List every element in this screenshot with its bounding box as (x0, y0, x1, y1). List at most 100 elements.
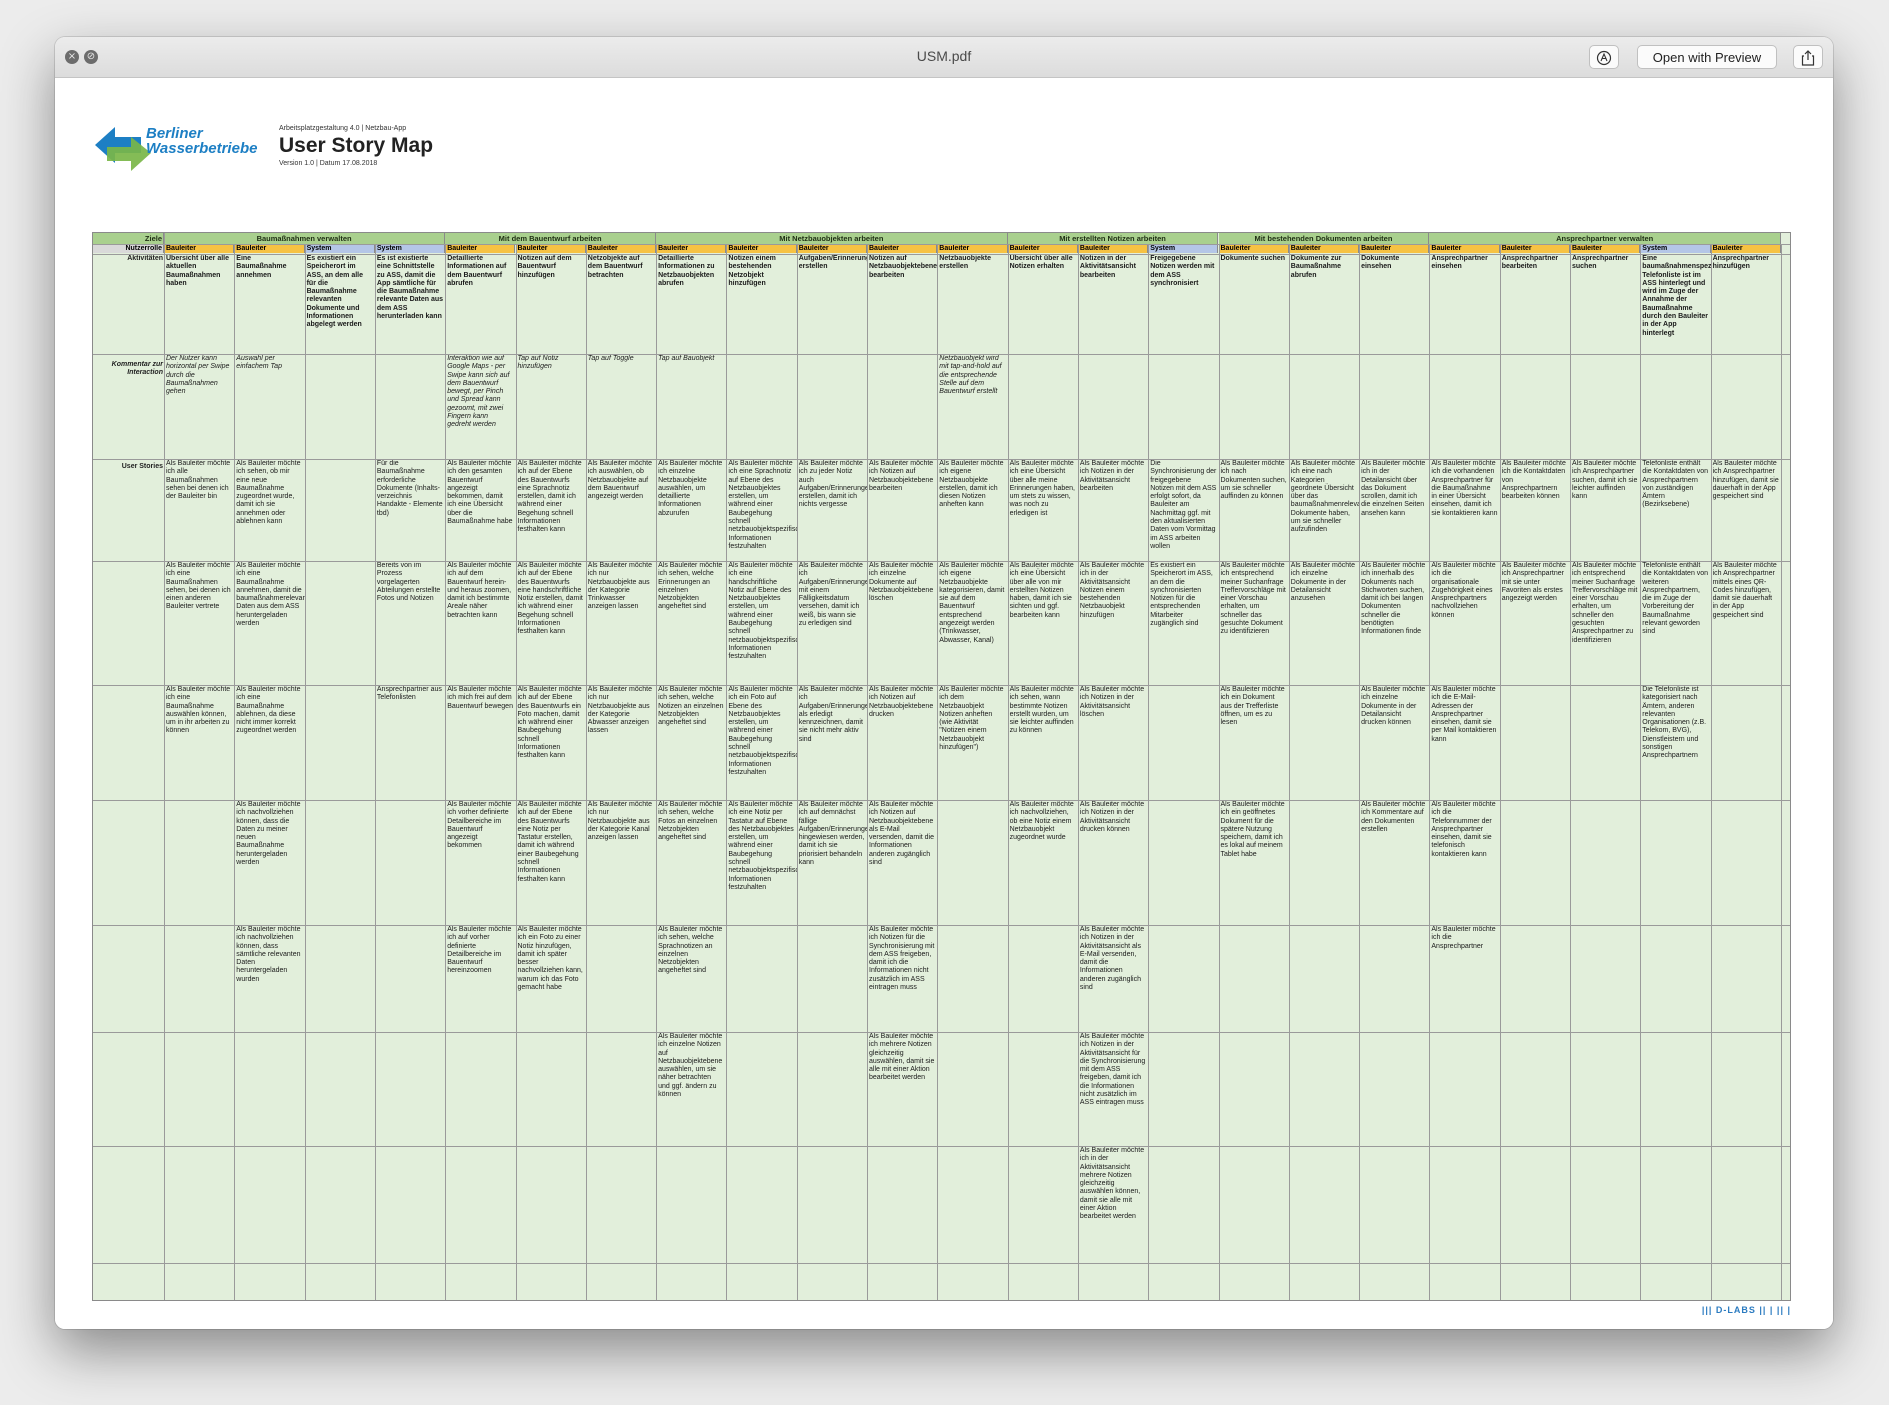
brand-line-2: Wasserbetriebe (146, 140, 258, 157)
dlabs-footer: ||| D-LABS || | || | (1701, 1305, 1791, 1315)
user-story-cell (305, 459, 375, 561)
user-story-cell (305, 1032, 375, 1146)
user-story-cell (1148, 925, 1218, 1032)
user-story-cell (1500, 1032, 1570, 1146)
user-story-cell: Als Bauleiter möchte ich Notizen auf Net… (869, 686, 934, 718)
user-story-cell: Als Bauleiter möchte ich Ansprechpartner… (1572, 460, 1638, 501)
user-story-cell: Als Bauleiter möchte ich eine Übersicht … (1009, 562, 1074, 619)
role-cell: Bauleiter (867, 244, 938, 253)
user-story-cell (305, 925, 375, 1032)
user-story-cell (1500, 685, 1570, 800)
user-story-cell: Als Bauleiter möchte ich Aufgaben/Erinne… (798, 686, 867, 743)
user-story-cell (1640, 925, 1710, 1032)
user-story-cell (1711, 925, 1781, 1032)
user-story-cell: Als Bauleiter möchte ich mehrere Notizen… (869, 1033, 935, 1082)
goal-header: Ansprechpartner verwalten (1429, 233, 1781, 244)
user-story-cell: Als Bauleiter möchte ich eine Baumaßnahm… (236, 686, 301, 735)
user-story-cell: Als Bauleiter möchte ich Notizen in der … (1079, 1033, 1146, 1107)
user-story-cell (726, 925, 796, 1032)
user-story-cell: Die Synchronisierung der freigegebene No… (1150, 460, 1217, 550)
role-cell: Bauleiter (515, 244, 586, 253)
user-story-cell: Als Bauleiter möchte ich einzelne Notize… (658, 1033, 723, 1099)
role-cell: Bauleiter (1429, 244, 1500, 253)
user-story-cell: Als Bauleiter möchte ich Notizen für die… (869, 926, 935, 992)
user-story-cell (1711, 1263, 1781, 1300)
interaction-comment-cell (1008, 354, 1078, 459)
activity-cell: Ansprechpartner einsehen (1431, 255, 1488, 271)
markup-button[interactable] (1589, 45, 1619, 69)
brand-name: Berliner Wasserbetriebe (146, 126, 257, 156)
user-story-cell: Als Bauleiter möchte ich eine handschrif… (728, 562, 796, 661)
user-story-cell: Bereits von im Prozess vorgelagerten Abt… (376, 562, 441, 603)
role-cell: Bauleiter (234, 244, 305, 253)
user-story-cell (1148, 800, 1218, 925)
user-story-cell (937, 800, 1007, 925)
user-story-cell: Als Bauleiter möchte ich eine Baumaßnahm… (236, 562, 305, 628)
grid-line (1007, 244, 1009, 1300)
user-story-cell: Als Bauleiter möchte ich den gesamten Ba… (447, 460, 513, 526)
user-story-cell (375, 1263, 445, 1300)
user-story-cell (164, 1263, 234, 1300)
grid-line (93, 459, 1790, 460)
interaction-comment-cell: Tap auf Notiz hinzufügen (517, 355, 559, 371)
user-story-cell (1219, 1146, 1289, 1263)
user-story-cell: Als Bauleiter möchte ich sehen, welche S… (658, 926, 723, 975)
activity-cell: Detaillierte Informationen auf dem Bauen… (447, 255, 507, 287)
grid-line (937, 244, 939, 1300)
activity-cell: Dokumente einsehen (1361, 255, 1400, 271)
grid-line (93, 1032, 1790, 1033)
user-story-cell (1148, 1263, 1218, 1300)
share-icon (1801, 50, 1815, 66)
grid-line (93, 244, 1790, 245)
grid-line (93, 1146, 1790, 1147)
user-story-cell (1289, 1146, 1359, 1263)
user-story-cell: Ansprechpartner aus Telefonlisten (376, 686, 442, 702)
share-button[interactable] (1793, 45, 1823, 69)
user-story-cell: Als Bauleiter möchte ich sehen, welche F… (658, 801, 723, 842)
grid-line (1077, 244, 1079, 1300)
user-story-cell (164, 925, 234, 1032)
user-story-cell (1500, 800, 1570, 925)
user-story-cell (1570, 685, 1640, 800)
user-story-cell (1219, 1032, 1289, 1146)
user-story-cell (305, 685, 375, 800)
user-story-cell (445, 1263, 515, 1300)
user-story-cell: Als Bauleiter möchte ich nur Netzbauobje… (587, 801, 652, 842)
minimize-icon[interactable]: ⊘ (84, 50, 98, 64)
interaction-comment-cell (1640, 354, 1710, 459)
user-story-cell (305, 800, 375, 925)
grid-line (1710, 244, 1712, 1300)
user-story-cell: Als Bauleiter möchte ich Ansprechpartner… (1712, 460, 1779, 501)
user-story-cell (445, 1146, 515, 1263)
interaction-comment-cell (305, 354, 375, 459)
berliner-wasserbetriebe-logo (95, 127, 151, 171)
user-story-cell (797, 1263, 867, 1300)
user-story-cell: Als Bauleiter möchte ich nachvollziehen … (236, 926, 301, 983)
user-story-cell: Telefonliste enthält die Kontaktdaten vo… (1642, 460, 1709, 509)
open-with-preview-button[interactable]: Open with Preview (1637, 45, 1777, 69)
user-story-cell (1570, 925, 1640, 1032)
user-story-cell (1500, 1146, 1570, 1263)
interaction-comment-cell: Interaktion wie auf Google Maps - per Sw… (447, 355, 510, 429)
grid-line (1288, 244, 1290, 1300)
role-cell: Bauleiter (445, 244, 516, 253)
user-story-cell: Als Bauleiter möchte ich die Telefonnumm… (1431, 801, 1496, 858)
activity-cell: Es existiert ein Speicherort im ASS, an … (306, 255, 364, 329)
user-story-cell: Als Bauleiter möchte ich eigene Netzbauo… (939, 460, 1004, 509)
user-story-cell: Als Bauleiter möchte ich vorher definier… (447, 801, 512, 850)
user-story-cell: Als Bauleiter möchte ich einzelne Dokume… (869, 562, 934, 603)
user-story-cell (375, 1146, 445, 1263)
interaction-comment-cell: Netzbauobjekt wird mit tap-and-hold auf … (939, 355, 1002, 396)
user-story-cell (726, 1032, 796, 1146)
user-story-cell: Als Bauleiter möchte ich auf demnächst f… (798, 801, 867, 867)
user-story-cell: Als Bauleiter möchte ich zu jeder Notiz … (798, 460, 867, 509)
user-story-cell (656, 1263, 726, 1300)
user-story-cell (1148, 685, 1218, 800)
close-icon[interactable]: × (65, 50, 79, 64)
user-story-cell (937, 1032, 1007, 1146)
grid-line (1780, 244, 1782, 1300)
activity-cell: Übersicht über alle aktuellen Baumaßnahm… (166, 255, 230, 287)
activity-cell: Ansprechpartner bearbeiten (1501, 255, 1559, 271)
user-story-cell (726, 1263, 796, 1300)
user-story-cell (375, 1032, 445, 1146)
